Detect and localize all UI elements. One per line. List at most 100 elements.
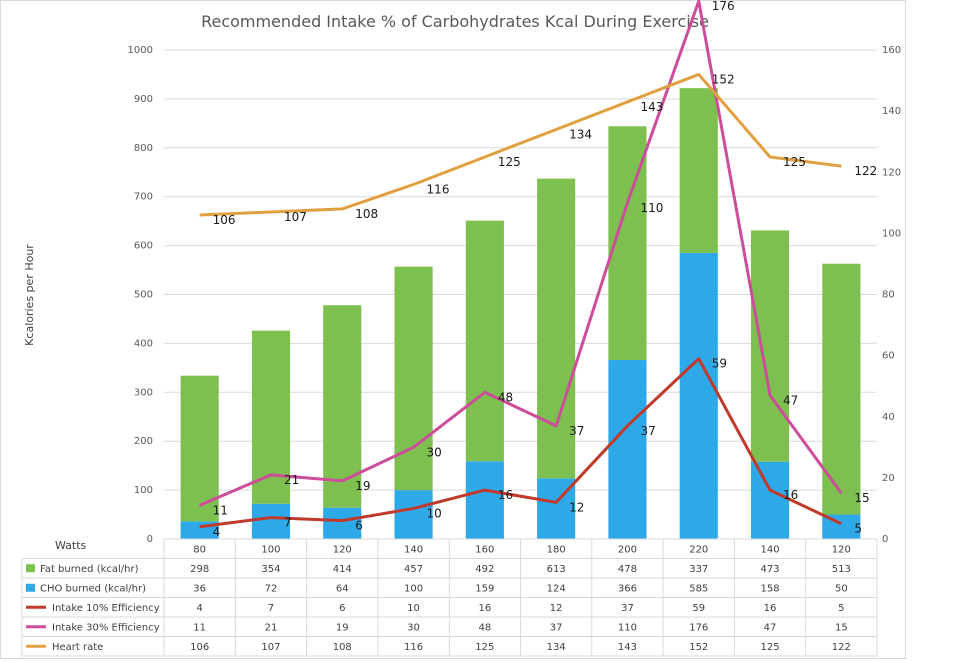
y-tick-label: 400	[134, 338, 153, 349]
y-axis-title: Kcalories per Hour	[23, 244, 36, 346]
table-value-cell: 10	[407, 603, 420, 614]
data-label: 48	[498, 390, 513, 404]
y2-tick-label: 100	[882, 228, 901, 239]
y-tick-label: 300	[134, 387, 153, 398]
table-value-cell: 4	[196, 603, 202, 614]
table-value-cell: 122	[832, 642, 851, 653]
data-label: 107	[284, 210, 307, 224]
table-value-cell: 21	[265, 622, 278, 633]
y2-tick-label: 140	[882, 106, 901, 117]
bar-cho-burned	[679, 252, 718, 539]
table-value-cell: 492	[475, 564, 494, 575]
table-value-cell: 37	[550, 622, 563, 633]
y2-axis-ticks: 0 20 40 60 80 100 120 140 160	[882, 45, 901, 545]
bar-cho-burned	[750, 461, 790, 539]
data-label: 116	[427, 182, 450, 196]
table-value-cell: 298	[190, 564, 209, 575]
table-category-cell: 180	[547, 545, 566, 556]
data-label: 122	[854, 164, 877, 178]
data-label: 134	[569, 127, 592, 141]
data-label: 106	[213, 213, 236, 227]
y-axis-ticks: 0 100 200 300 400 500 600 700 800 900 1000	[128, 45, 153, 545]
table-value-cell: 72	[265, 583, 278, 594]
table-value-cell: 5	[838, 603, 844, 614]
data-label: 37	[569, 424, 584, 438]
data-label: 47	[783, 393, 798, 407]
line-series	[199, 0, 843, 529]
table-category-cell: 220	[689, 545, 708, 556]
y-tick-label: 900	[134, 94, 153, 105]
bar-fat-burned	[537, 178, 576, 479]
y2-tick-label: 40	[882, 412, 895, 423]
legend-label: Fat burned (kcal/hr)	[40, 564, 139, 575]
data-label: 16	[783, 488, 798, 502]
y2-tick-label: 120	[882, 167, 901, 178]
table-category-cell: 140	[404, 545, 423, 556]
table-category-cell: 120	[333, 545, 352, 556]
table-value-cell: 152	[689, 642, 708, 653]
data-label: 110	[640, 201, 663, 215]
table-value-cell: 414	[333, 564, 352, 575]
data-label: 152	[712, 72, 735, 86]
data-label: 143	[640, 100, 663, 114]
table-value-cell: 354	[261, 564, 280, 575]
data-label: 30	[427, 445, 442, 459]
table-category-cell: 160	[475, 545, 494, 556]
data-label: 37	[640, 424, 655, 438]
table-value-cell: 30	[407, 622, 420, 633]
bar-fat-burned	[750, 230, 790, 462]
y-tick-label: 100	[134, 485, 153, 496]
table-value-cell: 6	[339, 603, 345, 614]
bar-fat-burned	[822, 263, 861, 515]
table-value-cell: 36	[193, 583, 206, 594]
table-value-cell: 59	[692, 603, 705, 614]
table-value-cell: 108	[333, 642, 352, 653]
table-value-cell: 143	[618, 642, 637, 653]
data-label: 108	[355, 207, 378, 221]
table-value-cell: 107	[261, 642, 280, 653]
table-value-cell: 16	[764, 603, 777, 614]
line-intake-10-efficiency	[199, 357, 842, 529]
table-value-cell: 478	[618, 564, 637, 575]
y-tick-label: 600	[134, 241, 153, 252]
table-value-cell: 613	[547, 564, 566, 575]
table-value-cell: 159	[475, 583, 494, 594]
bar-fat-burned	[180, 375, 219, 522]
bar-fat-burned	[679, 88, 718, 253]
data-label: 11	[213, 503, 228, 517]
bar-cho-burned	[608, 360, 647, 539]
table-header-label: Watts	[55, 539, 87, 552]
legend-label: Intake 10% Efficiency	[52, 603, 160, 614]
table-value-cell: 7	[268, 603, 274, 614]
line-intake-30-efficiency	[199, 0, 843, 507]
table-value-cell: 116	[404, 642, 423, 653]
legend-label: Heart rate	[52, 642, 103, 653]
legend-label: Intake 30% Efficiency	[52, 622, 160, 633]
y-tick-label: 700	[134, 192, 153, 203]
data-label: 21	[284, 473, 299, 487]
y-tick-label: 500	[134, 290, 153, 301]
bar-fat-burned	[465, 220, 504, 462]
table-value-cell: 106	[190, 642, 209, 653]
bar-cho-burned	[394, 490, 433, 539]
y2-tick-label: 60	[882, 351, 895, 362]
table-value-cell: 473	[761, 564, 780, 575]
data-label: 5	[854, 522, 862, 536]
data-label: 59	[712, 357, 727, 371]
table-value-cell: 124	[547, 583, 566, 594]
table-value-cell: 19	[336, 622, 349, 633]
table-value-cell: 110	[618, 622, 637, 633]
table-value-cell: 37	[621, 603, 634, 614]
table-category-cell: 120	[832, 545, 851, 556]
table-value-cell: 16	[478, 603, 491, 614]
table-value-cell: 100	[404, 583, 423, 594]
y2-tick-label: 160	[882, 45, 901, 56]
data-label: 6	[355, 519, 363, 533]
table-value-cell: 158	[761, 583, 780, 594]
bar-fat-burned	[323, 305, 362, 508]
y2-tick-label: 0	[882, 534, 888, 545]
data-label: 15	[854, 491, 869, 505]
data-label: 125	[783, 155, 806, 169]
y-tick-label: 0	[147, 534, 153, 545]
